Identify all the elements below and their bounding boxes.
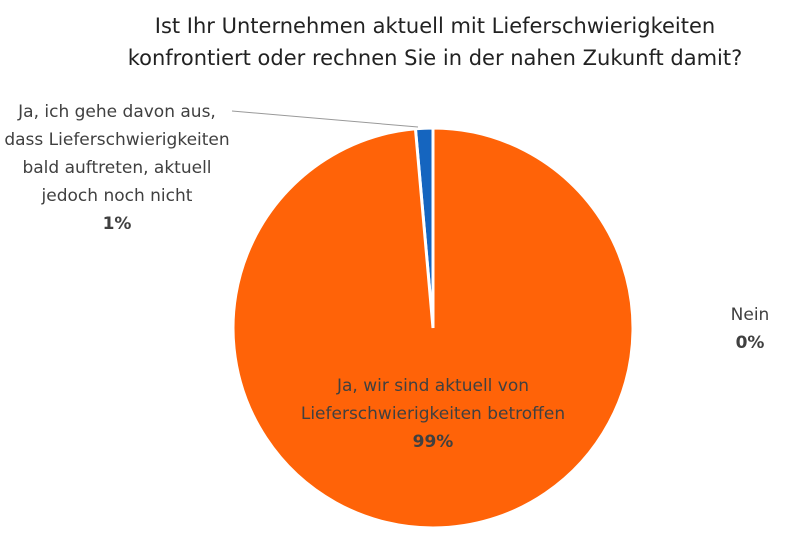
slice-label-2-value: 0%: [735, 333, 765, 353]
slice-label-0-value: 99%: [412, 432, 454, 452]
slice-label-1: Ja, ich gehe davon aus, dass Lieferschwi…: [4, 98, 230, 238]
chart-title: Ist Ihr Unternehmen aktuell mit Liefersc…: [127, 14, 743, 70]
slice-label-1-value: 1%: [102, 214, 132, 234]
slice-label-0-text: Ja, wir sind aktuell von Lieferschwierig…: [300, 376, 566, 424]
leader-line: [231, 110, 419, 128]
slice-label-1-text: Ja, ich gehe davon aus, dass Lieferschwi…: [4, 102, 230, 206]
slice-label-2-text: Nein: [730, 305, 770, 325]
slice-label-2: Nein 0%: [700, 301, 800, 357]
pie-slice-0: [231, 126, 635, 530]
slice-label-0: Ja, wir sind aktuell von Lieferschwierig…: [285, 372, 581, 456]
